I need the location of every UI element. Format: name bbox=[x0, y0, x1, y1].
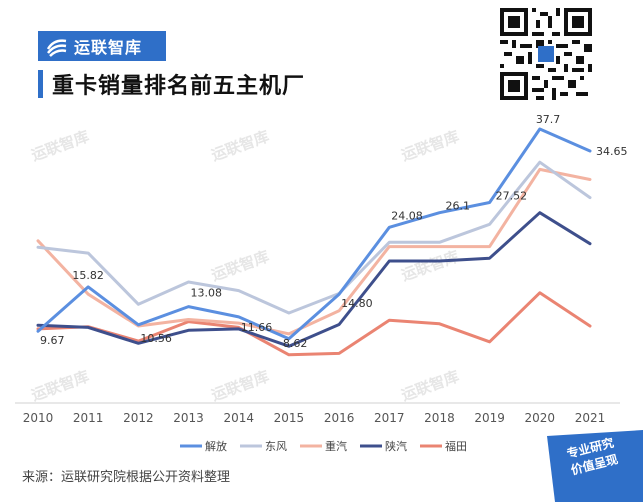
data-label: 15.82 bbox=[72, 269, 104, 282]
x-tick-label: 2016 bbox=[324, 411, 355, 425]
series-line-东风 bbox=[36, 160, 592, 315]
legend-label: 重汽 bbox=[325, 439, 347, 453]
data-label: 8.62 bbox=[283, 337, 308, 350]
x-tick-label: 2011 bbox=[73, 411, 104, 425]
x-tick-label: 2020 bbox=[525, 411, 556, 425]
data-label: 34.65 bbox=[596, 145, 628, 158]
legend-label: 陕汽 bbox=[385, 439, 407, 453]
data-label: 9.67 bbox=[40, 334, 65, 347]
data-label: 10.56 bbox=[140, 332, 172, 345]
page-title: 重卡销量排名前五主机厂 bbox=[52, 74, 306, 99]
x-tick-label: 2019 bbox=[474, 411, 505, 425]
series-line-陕汽 bbox=[36, 211, 592, 348]
legend-label: 解放 bbox=[205, 439, 227, 453]
legend-label: 福田 bbox=[445, 439, 467, 453]
legend-label: 东风 bbox=[265, 440, 287, 453]
series-line-解放 bbox=[36, 127, 592, 341]
x-tick-label: 2017 bbox=[374, 411, 405, 425]
data-label: 11.66 bbox=[241, 321, 273, 334]
brand-logo-icon bbox=[46, 39, 67, 57]
source-note: 来源：运联研究院根据公开资料整理 bbox=[22, 470, 231, 485]
x-tick-label: 2021 bbox=[575, 411, 606, 425]
series-line-重汽 bbox=[36, 167, 592, 336]
title-accent-bar bbox=[38, 70, 43, 98]
brand-banner: 运联智库 bbox=[38, 31, 166, 61]
x-tick-label: 2014 bbox=[223, 411, 254, 425]
corner-badge bbox=[547, 430, 643, 502]
data-label: 26.1 bbox=[445, 200, 470, 213]
data-label: 14.80 bbox=[341, 297, 373, 310]
brand-name: 运联智库 bbox=[74, 38, 143, 57]
x-tick-label: 2015 bbox=[274, 411, 305, 425]
data-label: 24.08 bbox=[391, 209, 423, 222]
data-label: 27.52 bbox=[496, 189, 528, 202]
x-tick-label: 2018 bbox=[424, 411, 455, 425]
data-label: 37.7 bbox=[536, 113, 561, 126]
series-line-福田 bbox=[36, 291, 592, 357]
qr-code-icon bbox=[500, 8, 592, 100]
x-tick-label: 2010 bbox=[23, 411, 54, 425]
data-label: 13.08 bbox=[191, 287, 223, 300]
x-tick-label: 2012 bbox=[123, 411, 154, 425]
x-tick-label: 2013 bbox=[173, 411, 204, 425]
